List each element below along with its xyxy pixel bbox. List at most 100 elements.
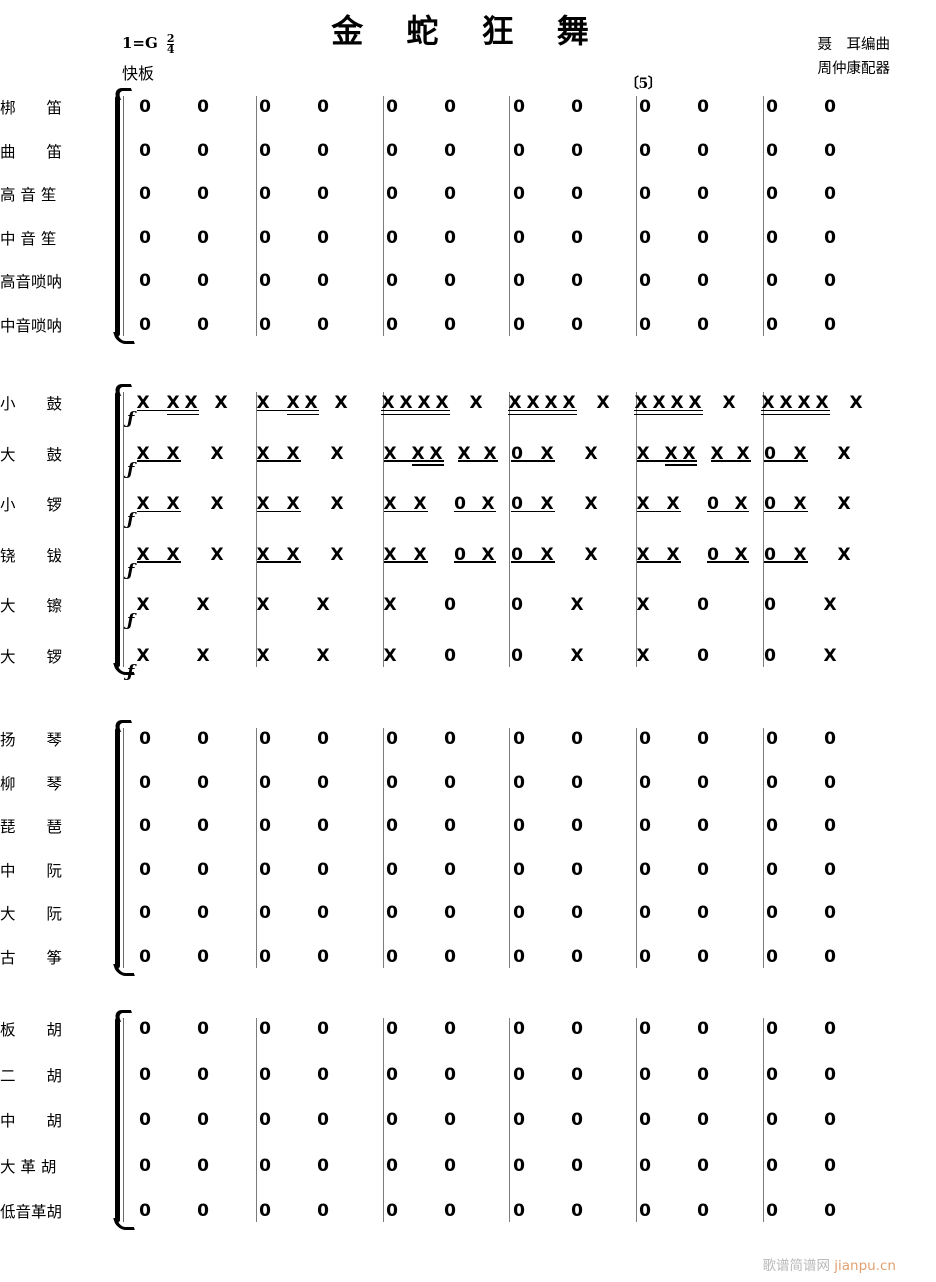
rest-zero: 0 [444, 1201, 456, 1221]
rest-zero: 0 [513, 1110, 525, 1130]
rest-zero: 0 [444, 859, 456, 880]
barline [256, 728, 258, 968]
beam-line [384, 561, 428, 563]
rest-zero: 0 [639, 859, 651, 880]
rest-zero: 0 [386, 140, 398, 161]
note-hit: X [688, 393, 702, 413]
instrument-label: 柳 琴 [0, 774, 63, 793]
beam-line [508, 409, 577, 412]
rest-zero: 0 [764, 443, 776, 464]
note-hit: X [761, 393, 775, 413]
rest-zero: 0 [639, 1110, 651, 1130]
rest-zero: 0 [824, 816, 836, 836]
note-hit: X [136, 645, 150, 666]
barline [509, 1018, 511, 1222]
rest-zero: 0 [317, 816, 329, 836]
rest-zero: 0 [259, 816, 271, 836]
tempo-marking: 快板 [122, 63, 155, 83]
note-hit: X [136, 544, 150, 565]
rest-zero: 0 [139, 140, 151, 161]
rest-zero: 0 [766, 1064, 778, 1085]
note-hit: X [196, 645, 210, 666]
note-hit: X [793, 544, 807, 565]
rest-zero: 0 [511, 443, 523, 464]
rest-zero: 0 [824, 903, 836, 923]
rest-zero: 0 [444, 729, 456, 749]
note-hit: X [481, 494, 495, 514]
barline [509, 728, 511, 968]
note-hit: X [413, 544, 427, 565]
rest-zero: 0 [386, 97, 398, 117]
rest-zero: 0 [766, 271, 778, 291]
rest-zero: 0 [139, 903, 151, 923]
rest-zero: 0 [824, 729, 836, 749]
rest-zero: 0 [444, 227, 456, 248]
rest-zero: 0 [513, 97, 525, 117]
note-hit: X [823, 595, 837, 615]
rest-zero: 0 [697, 271, 709, 291]
rest-zero: 0 [824, 1155, 836, 1176]
rest-zero: 0 [197, 271, 209, 291]
note-hit: X [256, 544, 270, 565]
page-title: 金 蛇 狂 舞 [331, 12, 605, 50]
rest-zero: 0 [259, 314, 271, 335]
beam-line [458, 460, 498, 462]
note-hit: X [256, 393, 270, 413]
rest-zero: 0 [317, 1064, 329, 1085]
instrument-label: 铙 钹 [0, 546, 63, 565]
note-hit: X [136, 494, 150, 514]
rest-zero: 0 [571, 97, 583, 117]
rest-zero: 0 [707, 544, 719, 565]
note-hit: X [383, 595, 397, 615]
rest-zero: 0 [571, 903, 583, 923]
note-hit: X [166, 393, 180, 413]
rest-zero: 0 [197, 314, 209, 335]
system-brace [113, 88, 135, 344]
note-hit: X [815, 393, 829, 413]
beam-line [137, 409, 199, 412]
rest-zero: 0 [139, 184, 151, 204]
rest-zero: 0 [697, 227, 709, 248]
beam-line [287, 413, 319, 416]
rest-zero: 0 [766, 729, 778, 749]
note-hit: X [383, 544, 397, 565]
rest-zero: 0 [513, 772, 525, 793]
rest-zero: 0 [444, 1155, 456, 1176]
note-hit: X [793, 494, 807, 514]
rest-zero: 0 [766, 314, 778, 335]
barline [636, 96, 638, 336]
note-hit: X [184, 393, 198, 413]
